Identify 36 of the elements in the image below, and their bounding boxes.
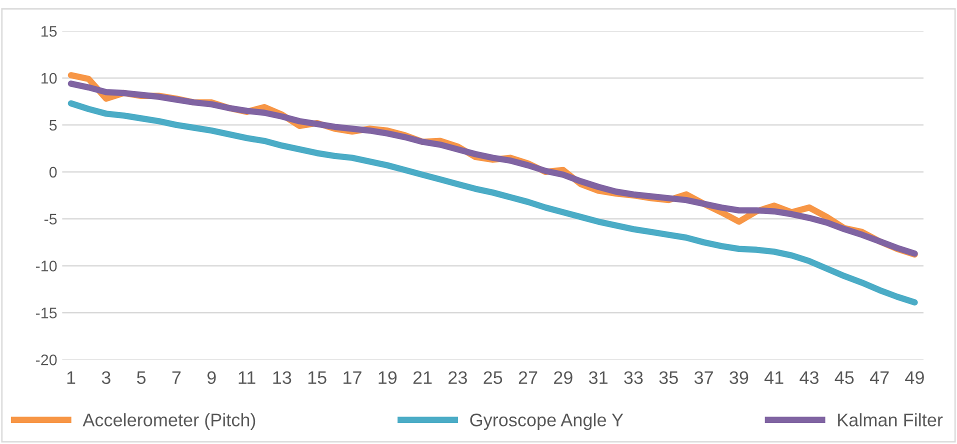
x-tick-label: 33 bbox=[624, 371, 643, 384]
y-tick-label: -10 bbox=[36, 260, 57, 272]
x-tick-label: 3 bbox=[102, 371, 110, 384]
x-tick-label: 15 bbox=[308, 371, 326, 384]
x-tick-label: 31 bbox=[588, 371, 608, 384]
x-tick-label: 25 bbox=[484, 371, 502, 384]
x-tick-label: 21 bbox=[413, 371, 432, 384]
x-tick-label: 9 bbox=[207, 371, 216, 384]
x-tick-label: 35 bbox=[659, 371, 678, 384]
y-tick-label: 0 bbox=[49, 166, 57, 178]
x-tick-label: 41 bbox=[764, 371, 784, 384]
x-tick-label: 11 bbox=[238, 371, 256, 384]
legend-label: Kalman Filter bbox=[838, 413, 943, 426]
legend-label: Gyroscope Angle Y bbox=[470, 413, 624, 430]
y-tick-label: 15 bbox=[42, 26, 57, 37]
x-tick-label: 49 bbox=[905, 371, 924, 384]
y-tick-label: -5 bbox=[44, 214, 57, 225]
legend-label: Accelerometer (Pitch) bbox=[82, 413, 256, 430]
x-tick-label: 19 bbox=[378, 371, 397, 384]
y-tick-label: -20 bbox=[36, 354, 57, 366]
y-tick-label: 5 bbox=[49, 120, 57, 131]
y-tick-label: 10 bbox=[42, 72, 57, 84]
x-tick-label: 27 bbox=[518, 371, 538, 384]
x-tick-label: 7 bbox=[172, 371, 181, 384]
x-tick-label: 17 bbox=[344, 371, 362, 384]
y-tick-label: -15 bbox=[36, 308, 57, 318]
x-tick-label: 45 bbox=[834, 371, 854, 384]
x-tick-label: 23 bbox=[448, 371, 467, 384]
x-tick-label: 29 bbox=[554, 371, 572, 384]
x-tick-label: 47 bbox=[870, 371, 889, 384]
x-tick-label: 39 bbox=[730, 371, 748, 384]
x-tick-label: 1 bbox=[67, 371, 76, 384]
x-tick-label: 43 bbox=[800, 371, 818, 384]
x-tick-label: 37 bbox=[694, 371, 713, 384]
x-tick-label: 5 bbox=[137, 371, 146, 384]
x-tick-label: 13 bbox=[273, 371, 292, 384]
